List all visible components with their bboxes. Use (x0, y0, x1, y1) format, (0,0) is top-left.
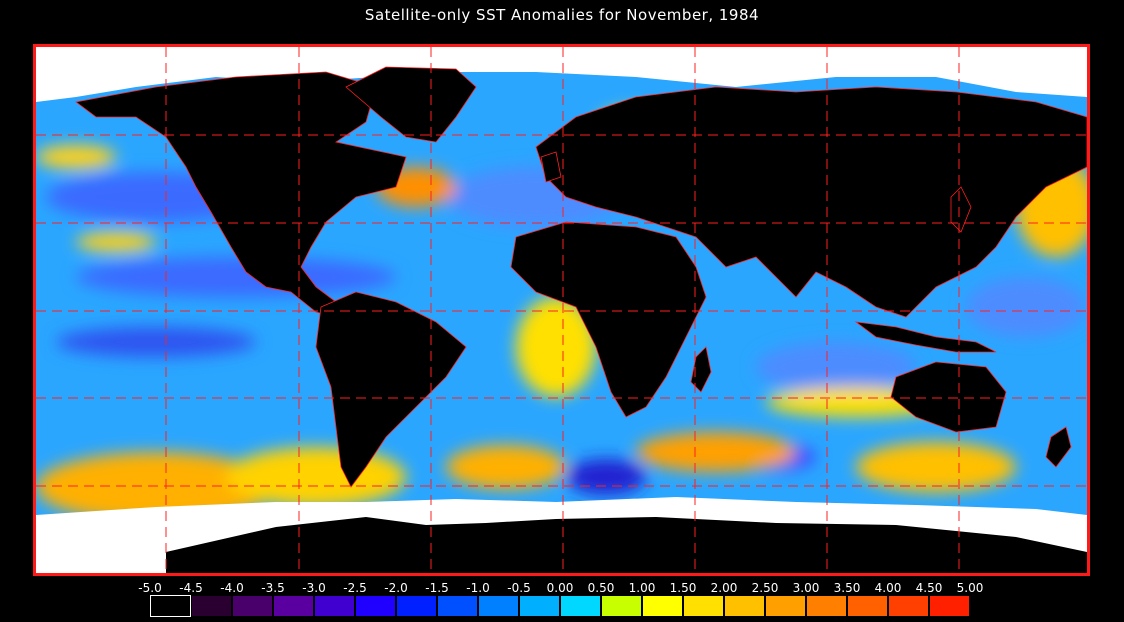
legend-tick-label: -1.5 (425, 581, 449, 595)
legend-swatch (396, 595, 437, 617)
legend-swatch (273, 595, 314, 617)
continents (75, 66, 1087, 488)
legend-tick-label: 4.00 (874, 581, 902, 595)
legend-tick-label: -3.0 (302, 581, 326, 595)
legend-swatch (560, 595, 601, 617)
legend-tick-label: -5.0 (138, 581, 162, 595)
legend-swatch (642, 595, 683, 617)
legend-tick-label: 2.00 (710, 581, 738, 595)
legend-tick-label: 0.50 (587, 581, 615, 595)
legend-swatch (847, 595, 888, 617)
graticule (36, 47, 1087, 573)
legend-swatch (765, 595, 806, 617)
legend-swatch (724, 595, 765, 617)
legend-swatch (150, 595, 191, 617)
legend-tick-label: -1.0 (466, 581, 490, 595)
map-canvas (36, 47, 1087, 573)
legend-swatch (601, 595, 642, 617)
legend-swatch (191, 595, 232, 617)
legend-swatch (888, 595, 929, 617)
legend-tick-label: 5.00 (956, 581, 984, 595)
legend-swatch (437, 595, 478, 617)
legend-tick-label: -2.5 (343, 581, 367, 595)
legend-tick-label: 3.50 (833, 581, 861, 595)
legend-tick-label: 1.50 (669, 581, 697, 595)
legend-swatch (232, 595, 273, 617)
legend-tick-label: -0.5 (507, 581, 531, 595)
legend-tick-label: -4.5 (179, 581, 203, 595)
legend-tick-label: 3.00 (792, 581, 820, 595)
legend-swatch (314, 595, 355, 617)
legend-swatch (519, 595, 560, 617)
legend-tick-label: 0.00 (546, 581, 574, 595)
legend-tick-label: 1.00 (628, 581, 656, 595)
legend-tick-label: 2.50 (751, 581, 779, 595)
legend-swatch (355, 595, 396, 617)
legend-swatch (683, 595, 724, 617)
sst-anomaly-map (33, 44, 1090, 576)
map-title: Satellite-only SST Anomalies for Novembe… (364, 6, 760, 24)
legend-tick-label: 4.50 (915, 581, 943, 595)
legend-tick-label: -2.0 (384, 581, 408, 595)
arctic-ice (36, 47, 1087, 102)
color-legend (150, 595, 970, 617)
legend-swatch (806, 595, 847, 617)
legend-tick-label: -3.5 (261, 581, 285, 595)
legend-swatch (929, 595, 970, 617)
antarctica-land (166, 517, 1087, 573)
legend-tick-label: -4.0 (220, 581, 244, 595)
legend-swatch (478, 595, 519, 617)
